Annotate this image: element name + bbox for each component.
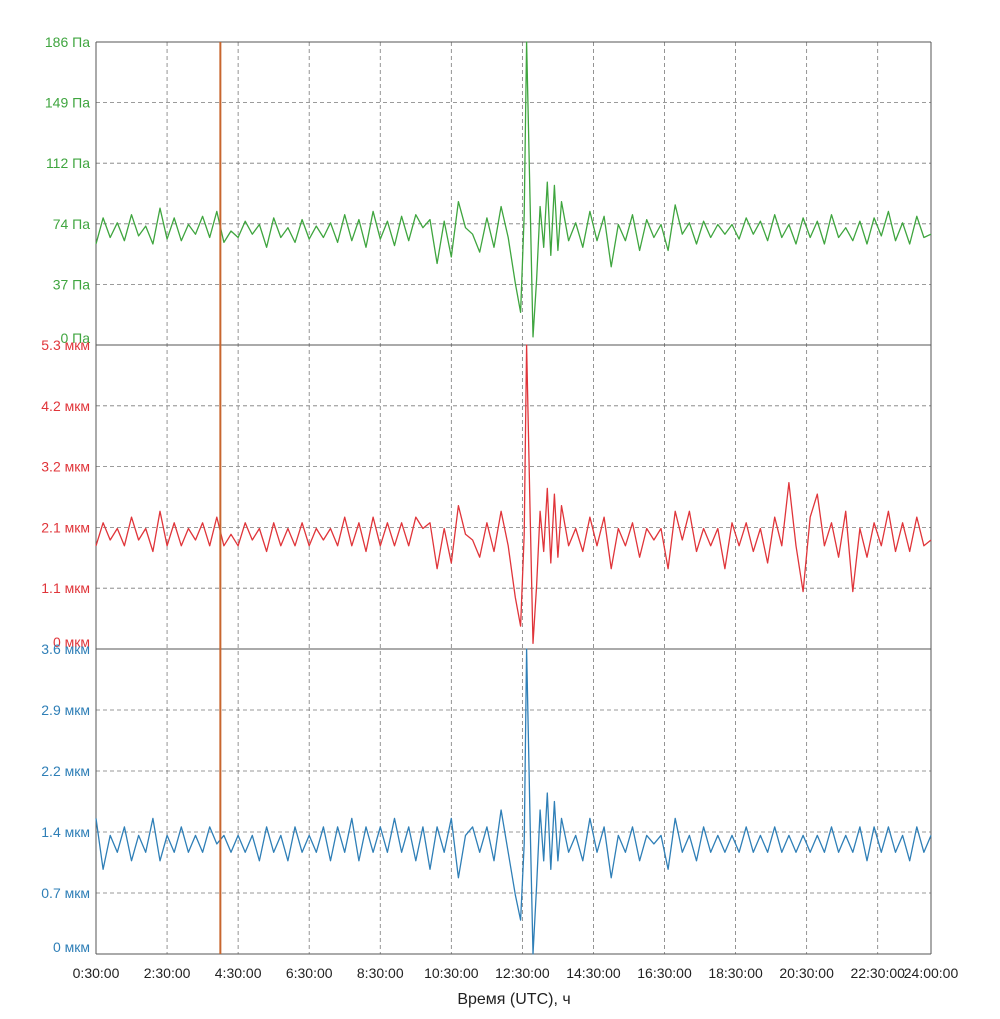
x-tick-label: 20:30:00 <box>779 965 834 981</box>
y-tick-label: 2.1 мкм <box>41 519 90 535</box>
y-tick-label: 0 мкм <box>53 939 90 955</box>
x-tick-label: 0:30:00 <box>73 965 120 981</box>
y-tick-label: 74 Па <box>53 216 91 232</box>
y-tick-label: 0.7 мкм <box>41 885 90 901</box>
x-axis-label: Время (UTC), ч <box>457 991 570 1008</box>
x-tick-label: 16:30:00 <box>637 965 692 981</box>
x-tick-label: 24:00:00 <box>904 965 959 981</box>
x-tick-label: 10:30:00 <box>424 965 479 981</box>
x-tick-label: 4:30:00 <box>215 965 262 981</box>
y-tick-label: 149 Па <box>45 95 90 111</box>
y-tick-label: 0 мкм <box>53 634 90 650</box>
y-tick-label: 2.9 мкм <box>41 702 90 718</box>
x-tick-label: 6:30:00 <box>286 965 333 981</box>
y-tick-label: 5.3 мкм <box>41 337 90 353</box>
series-line-pressure <box>95 41 932 338</box>
y-tick-label: 112 Па <box>46 155 90 171</box>
y-tick-label: 4.2 мкм <box>41 398 90 414</box>
y-tick-label: 3.2 мкм <box>41 459 90 475</box>
x-tick-label: 22:30:00 <box>850 965 905 981</box>
series-line-displacement-2 <box>95 648 932 955</box>
y-tick-label: 0 Па <box>60 330 90 346</box>
x-tick-label: 2:30:00 <box>144 965 191 981</box>
x-tick-labels: 0:30:00 2:30:00 4:30:00 6:30:00 8:30:00 10:30… <box>73 965 959 981</box>
plot-area <box>96 42 931 954</box>
series-layer <box>95 41 932 955</box>
x-tick-label: 14:30:00 <box>566 965 621 981</box>
y-tick-labels: 186 Па 149 Па 112 Па 74 Па 37 Па 0 Па5.3 мкм 4… <box>41 34 90 955</box>
y-tick-label: 1.1 мкм <box>41 580 90 596</box>
grid <box>96 42 931 954</box>
y-tick-label: 1.4 мкм <box>41 824 90 840</box>
panel-borders <box>95 41 932 955</box>
y-tick-label: 2.2 мкм <box>41 763 90 779</box>
x-tick-label: 8:30:00 <box>357 965 404 981</box>
x-tick-label: 18:30:00 <box>708 965 763 981</box>
x-tick-label: 12:30:00 <box>495 965 550 981</box>
y-tick-label: 186 Па <box>45 34 90 50</box>
y-tick-label: 3.6 мкм <box>41 641 90 657</box>
series-line-displacement-1 <box>95 344 932 644</box>
y-tick-label: 37 Па <box>53 276 91 292</box>
